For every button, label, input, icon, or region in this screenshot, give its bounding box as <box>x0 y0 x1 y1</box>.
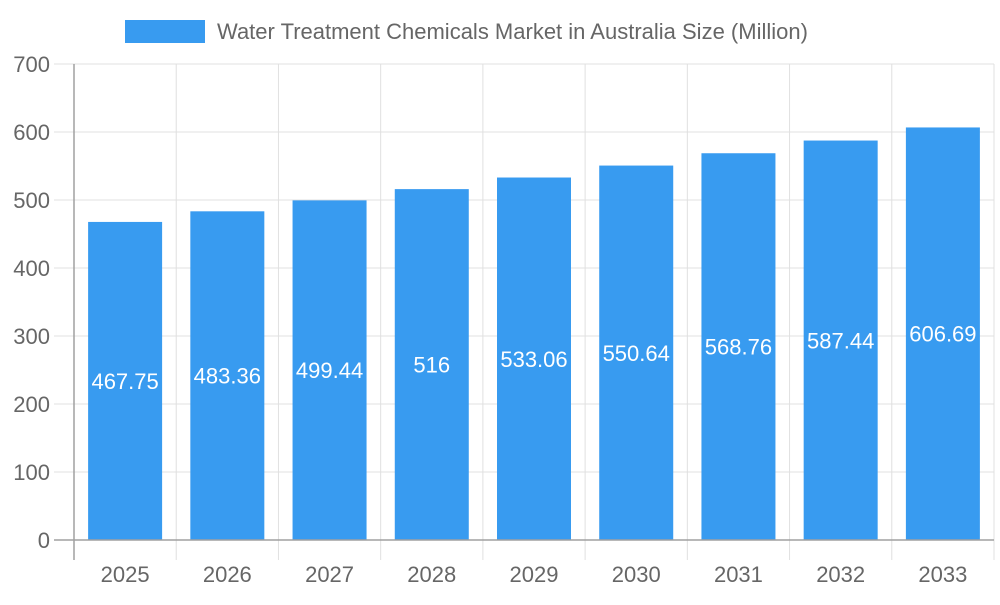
bar-2031 <box>701 153 776 540</box>
x-tick-label: 2025 <box>101 562 150 587</box>
y-tick-label: 0 <box>38 528 50 553</box>
bar-2032 <box>803 140 878 540</box>
legend-label: Water Treatment Chemicals Market in Aust… <box>217 19 808 44</box>
data-labels: 467.75 483.36 499.44 516 533.06 550.64 568.76 5… <box>91 322 976 394</box>
data-label: 550.64 <box>603 341 670 366</box>
y-tick-label: 100 <box>13 460 50 485</box>
bars <box>88 127 980 541</box>
bar-2026 <box>190 211 265 541</box>
y-tick-label: 700 <box>13 52 50 77</box>
bar-2030 <box>599 165 674 540</box>
x-tick-label: 2030 <box>612 562 661 587</box>
x-tick-label: 2027 <box>305 562 354 587</box>
data-label: 587.44 <box>807 328 874 353</box>
data-label: 533.06 <box>500 347 567 372</box>
y-tick-label: 400 <box>13 256 50 281</box>
data-label: 467.75 <box>91 369 158 394</box>
legend-swatch <box>125 20 205 43</box>
bar-2033 <box>905 127 980 540</box>
x-tick-label: 2032 <box>816 562 865 587</box>
y-tick-label: 200 <box>13 392 50 417</box>
data-label: 606.69 <box>909 322 976 347</box>
data-label: 568.76 <box>705 335 772 360</box>
x-tick-label: 2028 <box>407 562 456 587</box>
bar-2029 <box>497 177 571 540</box>
bar-2027 <box>292 200 367 540</box>
axes: 0 100 200 300 400 500 600 700 2025 2026 2027 2028 20… <box>13 52 994 587</box>
data-label: 499.44 <box>296 358 363 383</box>
bar-2025 <box>88 221 163 540</box>
x-tick-label: 2031 <box>714 562 763 587</box>
bar-2028 <box>394 189 469 540</box>
y-tick-label: 500 <box>13 188 50 213</box>
data-label: 483.36 <box>194 364 261 389</box>
x-tick-label: 2033 <box>918 562 967 587</box>
y-tick-label: 600 <box>13 120 50 145</box>
legend[interactable]: Water Treatment Chemicals Market in Aust… <box>125 19 808 44</box>
x-tick-label: 2029 <box>510 562 559 587</box>
data-label: 516 <box>413 353 450 378</box>
y-tick-label: 300 <box>13 324 50 349</box>
x-tick-label: 2026 <box>203 562 252 587</box>
